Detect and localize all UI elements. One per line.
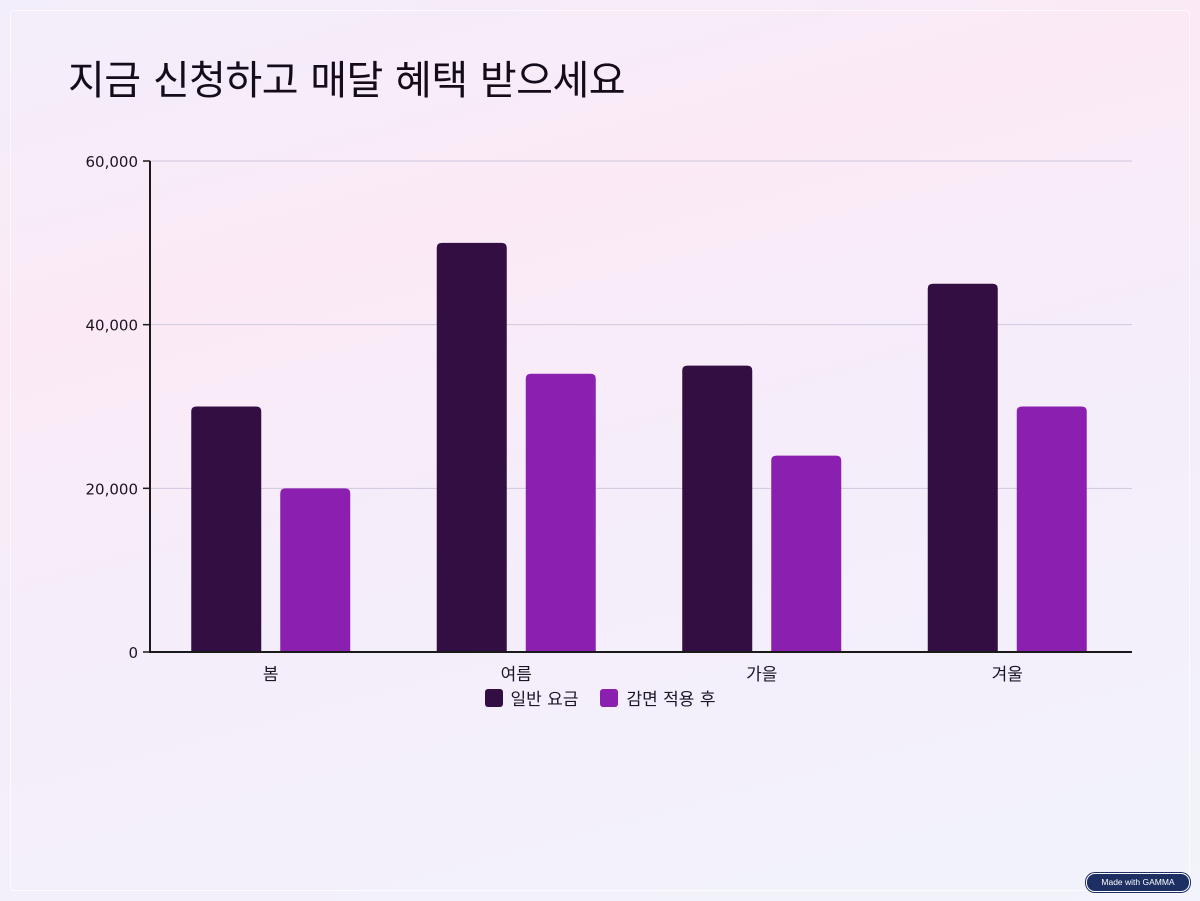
bar-regular-3 [927,283,998,652]
axes [143,160,1132,653]
tick-labels: 0 20,000 40,000 60,000 봄 여름 가을 겨울 [86,153,1023,685]
bar-regular-1 [436,242,507,653]
legend-item-discount[interactable]: 감면 적용 후 [600,685,715,710]
bar-regular-2 [682,365,753,652]
bar-regular-0 [191,406,262,652]
x-tick-label: 겨울 [992,665,1023,685]
y-tick-label: 60,000 [86,153,139,171]
legend-item-regular[interactable]: 일반 요금 [484,685,579,710]
bar-discount-3 [1016,406,1087,652]
y-tick-label: 20,000 [86,480,139,498]
chart-legend: 일반 요금 감면 적용 후 [0,685,1200,710]
slide-title: 지금 신청하고 매달 혜택 받으세요 [68,58,626,104]
y-tick-label: 0 [128,644,138,662]
legend-label-discount: 감면 적용 후 [626,690,716,710]
bar-discount-0 [280,488,351,652]
made-with-gamma-badge[interactable]: Made with GAMMA [1086,873,1190,892]
y-tick-label: 40,000 [86,317,139,335]
legend-swatch-regular [484,688,503,707]
bars [191,242,1087,653]
legend-swatch-discount [600,688,619,707]
bar-discount-1 [525,373,596,652]
x-tick-label: 봄 [263,665,279,685]
x-tick-label: 여름 [501,665,532,685]
legend-label-regular: 일반 요금 [510,690,579,710]
x-tick-label: 가을 [746,665,777,685]
bar-discount-2 [771,455,842,652]
